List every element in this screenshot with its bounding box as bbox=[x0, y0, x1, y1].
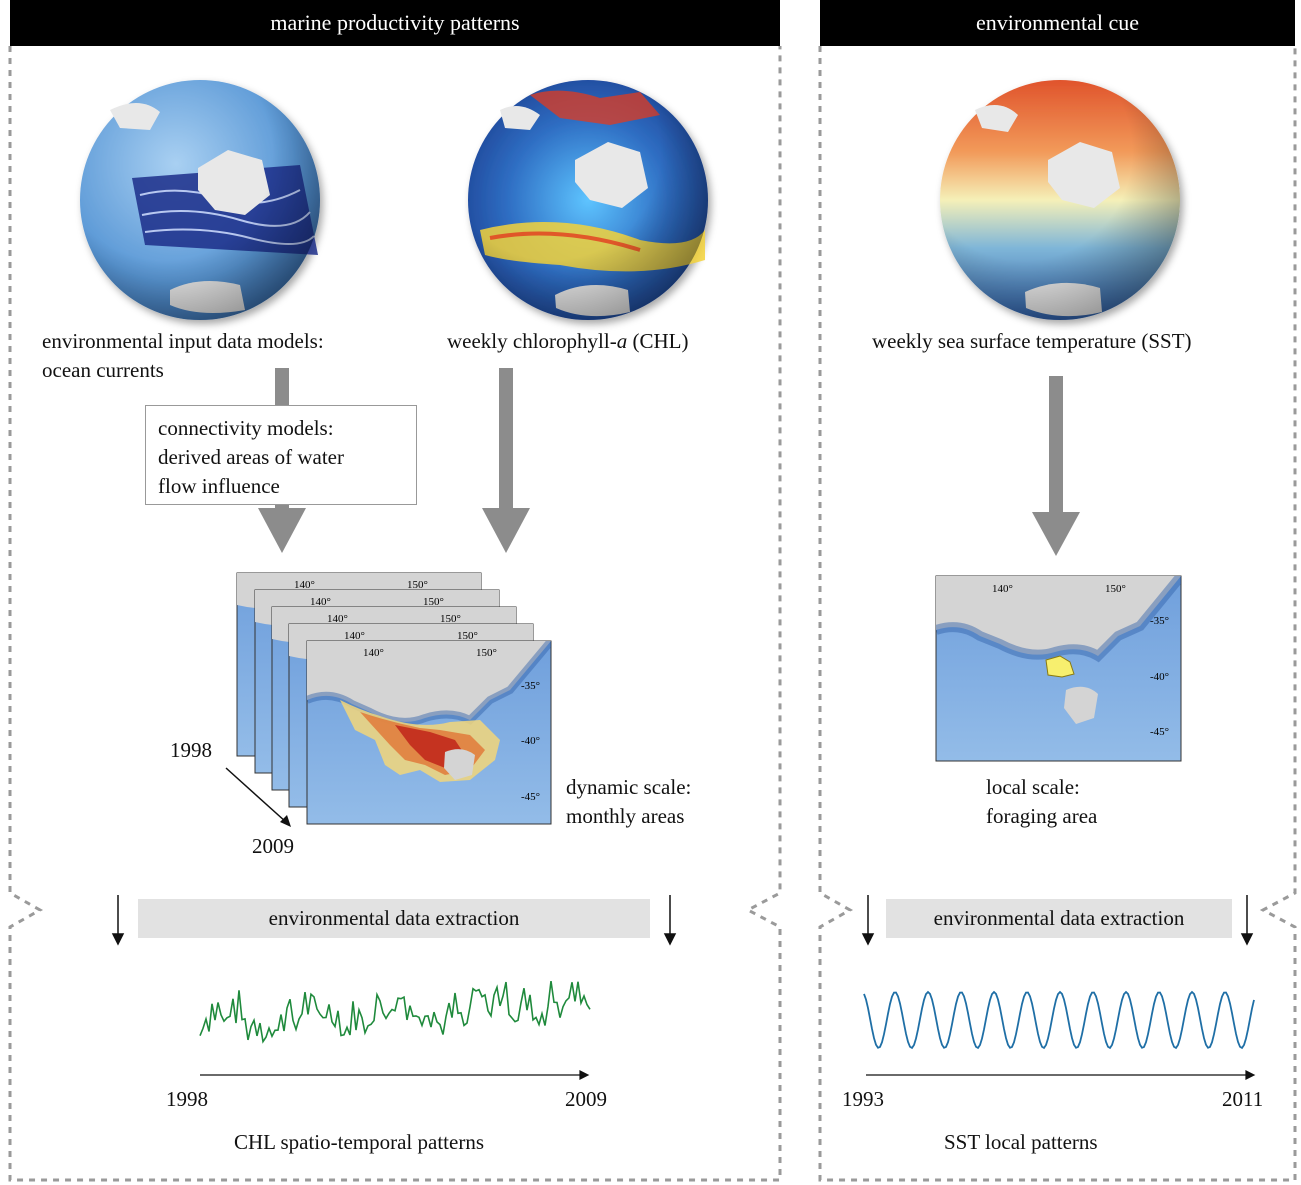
dynamic-scale-line1: dynamic scale: bbox=[566, 775, 692, 799]
ocean-currents-globe bbox=[80, 80, 320, 320]
right-panel-header: environmental cue bbox=[820, 0, 1295, 46]
chl-series-caption: CHL spatio-temporal patterns bbox=[234, 1130, 484, 1154]
connectivity-line2: derived areas of water bbox=[158, 445, 344, 469]
map-back2-lon-150: 150° bbox=[423, 596, 444, 608]
sst-series-start: 1993 bbox=[842, 1087, 884, 1111]
year-start-label: 1998 bbox=[170, 738, 212, 762]
local-scale-line2: foraging area bbox=[986, 804, 1098, 828]
right-panel-frame bbox=[818, 46, 1297, 1182]
globes bbox=[80, 80, 1180, 320]
sst-label: weekly sea surface temperature (SST) bbox=[872, 329, 1192, 353]
local-scale-line1: local scale: bbox=[986, 775, 1080, 799]
ocean-currents-label-line2: ocean currents bbox=[42, 358, 164, 382]
left-panel-header: marine productivity patterns bbox=[10, 0, 780, 46]
map-back3-lon-140: 140° bbox=[327, 613, 348, 625]
sst-arrow-head bbox=[1032, 512, 1080, 556]
connectivity-line3: flow influence bbox=[158, 474, 280, 498]
right-map-lon-140: 140° bbox=[992, 583, 1013, 595]
foraging-map: 140° 150° -35° -40° -45° bbox=[935, 575, 1182, 762]
chl-series-line bbox=[199, 980, 591, 1044]
connectivity-line1: connectivity models: bbox=[158, 416, 334, 440]
left-extraction-bar: environmental data extraction bbox=[138, 899, 650, 938]
front-map-lon-150: 150° bbox=[476, 647, 497, 659]
right-extraction-bar: environmental data extraction bbox=[886, 899, 1232, 938]
time-series bbox=[199, 980, 1256, 1080]
map-back3-lon-150: 150° bbox=[440, 613, 461, 625]
map-back4-lon-150: 150° bbox=[457, 630, 478, 642]
chl-label-suffix: (CHL) bbox=[627, 329, 689, 353]
right-header-text: environmental cue bbox=[975, 10, 1140, 35]
sst-series-caption: SST local patterns bbox=[944, 1130, 1098, 1154]
front-map-lat-45: -45° bbox=[521, 791, 540, 803]
chl-series-end: 2009 bbox=[565, 1087, 607, 1111]
chl-label-italic: a bbox=[616, 329, 628, 353]
foraging-area-polygon bbox=[1045, 655, 1075, 678]
map-back4-lon-140: 140° bbox=[344, 630, 365, 642]
sst-series-line bbox=[863, 990, 1255, 1050]
left-extraction-text: environmental data extraction bbox=[268, 906, 520, 930]
year-end-label: 2009 bbox=[252, 834, 294, 858]
extraction-arrows bbox=[111, 895, 1254, 946]
front-map-lat-40: -40° bbox=[521, 735, 540, 747]
ocean-currents-label-line1: environmental input data models: bbox=[42, 329, 324, 353]
right-extraction-text: environmental data extraction bbox=[933, 906, 1185, 930]
map-back1-lon-140: 140° bbox=[294, 579, 315, 591]
right-map-lon-150: 150° bbox=[1105, 583, 1126, 595]
dynamic-scale-line2: monthly areas bbox=[566, 804, 685, 828]
ocean-arrow-head bbox=[258, 508, 306, 553]
chl-series-start: 1998 bbox=[166, 1087, 208, 1111]
chlorophyll-globe bbox=[468, 80, 708, 320]
chl-label: weekly chlorophyll-a (CHL) bbox=[447, 327, 688, 356]
connectivity-models-box: connectivity models: derived areas of wa… bbox=[145, 405, 417, 505]
front-monthly-map: 140° 150° -35° -40° -45° bbox=[306, 640, 552, 825]
chl-arrow-shaft bbox=[499, 368, 513, 508]
right-map-lat-40: -40° bbox=[1150, 671, 1169, 683]
map-back2-lon-140: 140° bbox=[310, 596, 331, 608]
chl-label-prefix: weekly chlorophyll- bbox=[447, 329, 617, 353]
left-header-text: marine productivity patterns bbox=[270, 10, 520, 35]
left-panel-frame bbox=[8, 46, 782, 1182]
sst-arrow-shaft bbox=[1049, 376, 1063, 512]
time-arrow bbox=[225, 767, 291, 827]
right-map-lat-35: -35° bbox=[1150, 615, 1169, 627]
right-map-lat-45: -45° bbox=[1150, 726, 1169, 738]
sst-globe bbox=[940, 80, 1180, 320]
monthly-map-stack: 140° 150° 140° 150° 140° 150° 140° 150° bbox=[225, 572, 552, 827]
chl-arrow-head bbox=[482, 508, 530, 553]
front-map-lon-140: 140° bbox=[363, 647, 384, 659]
sst-series-end: 2011 bbox=[1222, 1087, 1264, 1111]
map-back1-lon-150: 150° bbox=[407, 579, 428, 591]
front-map-lat-35: -35° bbox=[521, 680, 540, 692]
